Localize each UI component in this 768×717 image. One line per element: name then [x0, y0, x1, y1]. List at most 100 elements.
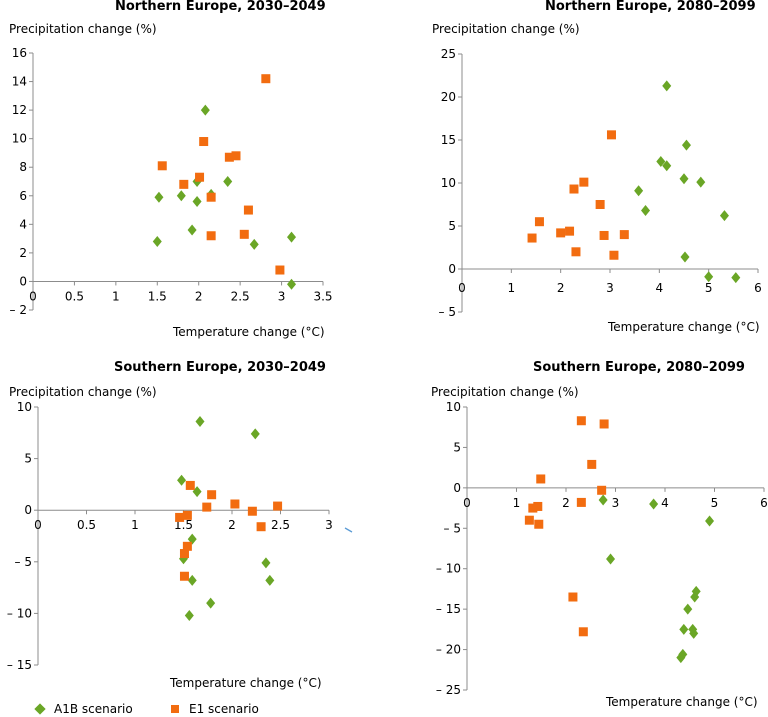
e1-data-point [179, 571, 189, 581]
a1b-data-point [187, 574, 197, 586]
e1-data-point [179, 549, 189, 559]
x-tick-label: 0.5 [77, 518, 96, 532]
e1-data-point [527, 233, 537, 243]
a1b-data-point [187, 533, 197, 545]
x-tick-label: 1 [131, 518, 139, 532]
e1-data-point [595, 200, 605, 209]
a1b-data-point [249, 238, 259, 250]
a1b-data-point [662, 80, 672, 92]
legend-label: A1B scenario [54, 702, 133, 716]
a1b-data-point [656, 156, 666, 167]
x-tick-label: 3 [606, 281, 614, 295]
e1-data-point [599, 230, 609, 240]
x-tick-label: 3 [612, 496, 620, 510]
a1b-data-point [681, 139, 691, 151]
legend-item-a1b: A1B scenario [34, 702, 133, 716]
y-axis-label: Precipitation change (%) [432, 22, 580, 36]
x-tick-label: 2 [195, 289, 203, 303]
y-tick-label: 5 [24, 452, 32, 466]
chart-title: Northern Europe, 2030–2049 [115, 0, 326, 14]
chart-northern-2080: Northern Europe, 2080–2099 Precipitation… [384, 0, 768, 350]
y-tick-label: 15 [441, 133, 456, 147]
legend-label: E1 scenario [189, 702, 259, 716]
y-tick-label: 25 [441, 47, 456, 61]
a1b-data-point [696, 176, 706, 188]
a1b-data-point [223, 176, 233, 187]
e1-data-point [576, 416, 586, 426]
x-tick-label: 0.5 [65, 289, 84, 303]
e1-data-point [571, 247, 581, 257]
y-tick-label: 4 [19, 217, 27, 231]
y-tick-label: 5 [453, 440, 461, 454]
x-tick-label: 2 [228, 518, 236, 532]
e1-data-point [569, 184, 579, 194]
a1b-data-point [649, 498, 659, 510]
e1-data-point [179, 179, 189, 189]
chart-title: Southern Europe, 2080–2099 [533, 360, 745, 375]
e1-data-point [568, 592, 578, 602]
x-tick-label: 1.5 [148, 289, 167, 303]
y-tick-label: – 5 [444, 521, 461, 535]
chart-southern-2080: Southern Europe, 2080–2099 Precipitation… [384, 358, 768, 717]
e1-data-point [587, 459, 597, 469]
x-tick-label: 0 [29, 289, 37, 303]
e1-data-point [207, 490, 217, 500]
e1-data-point [182, 541, 192, 551]
a1b-data-point [606, 553, 616, 565]
e1-data-point [606, 130, 616, 140]
y-tick-label: 12 [12, 103, 27, 117]
x-tick-label: 0 [34, 518, 42, 532]
a1b-data-point [683, 603, 693, 615]
x-tick-label: 2.5 [231, 289, 250, 303]
a1b-data-point [689, 627, 699, 639]
y-tick-label: 0 [453, 481, 461, 495]
chart-title: Southern Europe, 2030–2049 [114, 360, 326, 375]
e1-data-point [619, 230, 629, 240]
e1-data-point [533, 501, 543, 511]
x-tick-label: 6 [754, 281, 762, 295]
y-axis-label: Precipitation change (%) [431, 385, 579, 399]
e1-data-point [206, 192, 216, 202]
e1-data-point [565, 226, 575, 236]
x-axis-label: Temperature change (°C) [170, 676, 322, 690]
legend-item-e1: E1 scenario [171, 702, 259, 716]
e1-data-point [524, 515, 534, 525]
x-tick-label: 4 [661, 496, 669, 510]
y-tick-label: 6 [19, 189, 27, 203]
x-tick-label: 4 [656, 281, 664, 295]
x-tick-label: 5 [711, 496, 719, 510]
a1b-data-point [662, 160, 672, 172]
y-tick-label: – 10 [436, 562, 461, 576]
e1-data-point [185, 480, 195, 490]
a1b-data-point [287, 278, 297, 290]
a1b-data-point [598, 494, 608, 506]
decorative-mark [344, 527, 353, 533]
y-axis-label: Precipitation change (%) [9, 22, 157, 36]
x-tick-label: 3 [278, 289, 286, 303]
a1b-data-point [192, 195, 202, 207]
a1b-data-point [634, 185, 644, 197]
y-tick-label: 10 [17, 400, 32, 414]
a1b-data-point [152, 235, 162, 247]
y-tick-label: – 25 [436, 683, 461, 697]
x-tick-label: 5 [705, 281, 713, 295]
x-axis-label: Temperature change (°C) [173, 325, 325, 339]
e1-data-point [578, 627, 588, 637]
y-tick-label: – 15 [436, 602, 461, 616]
e1-data-point [609, 250, 619, 260]
e1-data-point [199, 137, 209, 147]
e1-data-point [231, 151, 241, 161]
x-tick-label: 2 [562, 496, 570, 510]
a1b-data-point [705, 515, 715, 527]
a1b-data-point [679, 623, 689, 635]
a1b-data-point [731, 272, 741, 284]
e1-data-point [556, 228, 566, 238]
a1b-data-point [704, 271, 714, 283]
x-tick-label: 0 [458, 281, 466, 295]
e1-data-point [206, 231, 216, 241]
y-tick-label: 5 [448, 219, 456, 233]
y-tick-label: 0 [24, 503, 32, 517]
